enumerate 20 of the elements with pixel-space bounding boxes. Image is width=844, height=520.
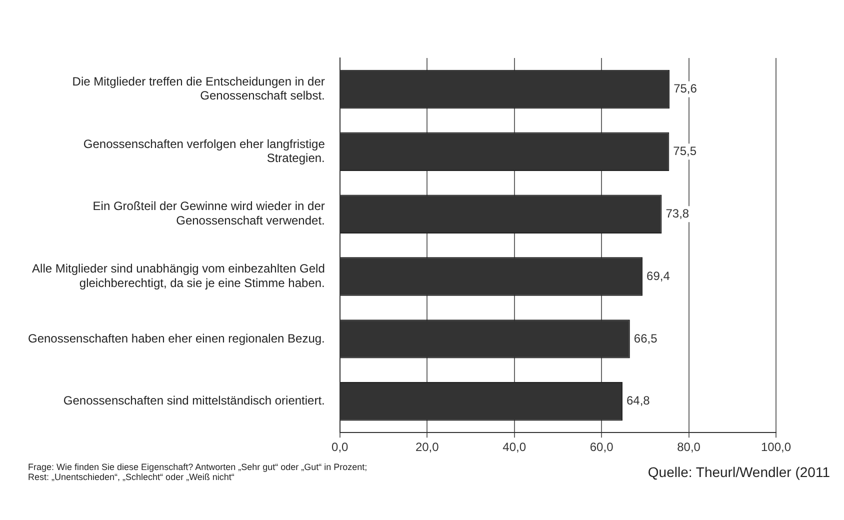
source-note: Quelle: Theurl/Wendler (2011 (648, 464, 830, 480)
x-tick-label: 100,0 (760, 440, 792, 454)
x-tick-label: 40,0 (502, 440, 526, 454)
data-label: 75,5 (673, 144, 697, 158)
x-tick-label: 80,0 (677, 440, 701, 454)
y-tick-label: Alle Mitglieder sind unabhängig vom einbezahlten Geld gleichberechtigt, da sie je eine Stimme haben. (32, 262, 325, 290)
x-tick-label: 20,0 (415, 440, 440, 454)
y-tick-label: Genossenschaften verfolgen eher langfristige Strategien. (83, 136, 326, 166)
y-tick-label: Genossenschaften haben eher einen regionalen Bezug. (28, 331, 325, 346)
data-label: 66,5 (634, 331, 658, 346)
x-tick-label: 0,0 (332, 440, 349, 454)
data-label: 75,6 (674, 82, 698, 96)
x-tick-label: 60,0 (590, 440, 614, 454)
text: Frage: Wie finden Sie diese Eigenschaft? Antworten „Sehr gut“ oder „Gut“ in Prozent; Rest: „Unentschieden“, „Schlecht“ oder „Weiß nicht“ (28, 462, 368, 482)
y-tick-label: Genossenschaften sind mittelständisch orientiert. (63, 394, 325, 408)
data-label: 64,8 (626, 394, 650, 408)
y-tick-label: Die Mitglieder treffen die Entscheidungen in der Genossenschaft selbst. (72, 74, 325, 103)
data-label: 69,4 (646, 268, 670, 283)
y-tick-label: Ein Großteil der Gewinne wird wieder in der Genossenschaft verwendet. (92, 199, 325, 228)
data-label: 73,8 (666, 206, 690, 220)
